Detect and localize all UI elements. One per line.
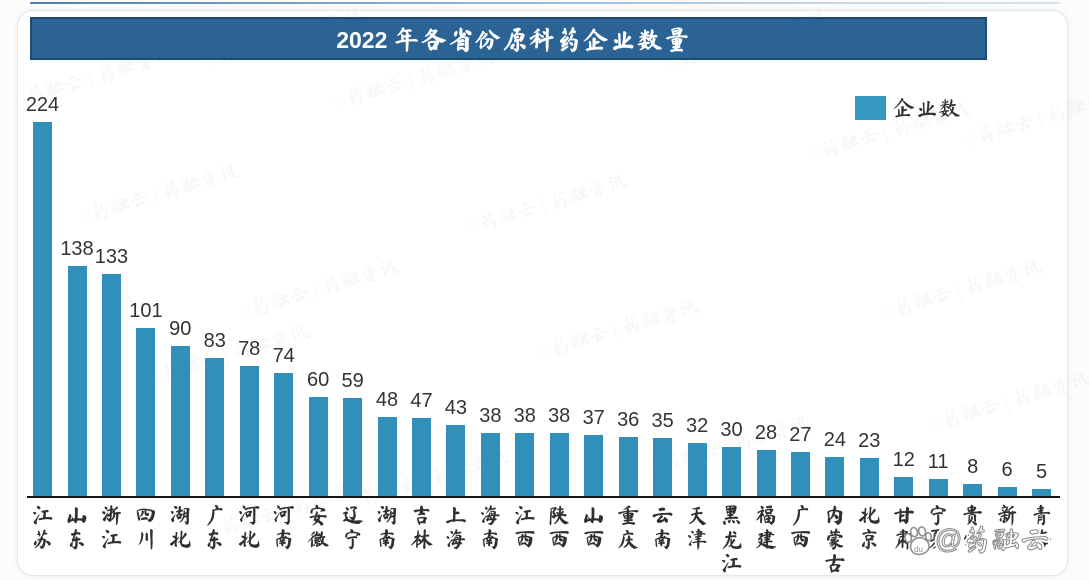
svg-text:du: du [914, 545, 923, 554]
